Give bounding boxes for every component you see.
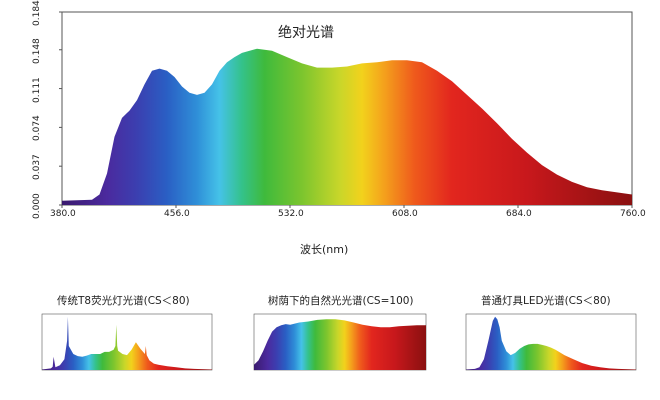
- sub-chart-title: 树荫下的自然光光谱(CS=100): [268, 295, 414, 307]
- spectrum-area: [254, 319, 426, 370]
- y-tick-label: 0.148: [32, 37, 42, 64]
- y-tick-label: 0.037: [32, 154, 42, 181]
- spectrum-area: [42, 316, 212, 370]
- x-tick-label: 456.0: [164, 209, 190, 219]
- spectrum-area: [466, 316, 636, 370]
- x-tick-label: 532.0: [278, 209, 304, 219]
- x-tick-label: 760.0: [620, 209, 646, 219]
- x-tick-label: 380.0: [50, 209, 76, 219]
- y-tick-label: 0.074: [32, 115, 42, 142]
- y-tick-label: 0.184: [32, 0, 42, 26]
- x-tick-label: 608.0: [392, 209, 418, 219]
- x-tick-label: 684.0: [506, 209, 532, 219]
- sub-chart-title: 传统T8荧光灯光谱(CS＜80): [57, 295, 190, 307]
- spectrum-area: [62, 48, 632, 206]
- chart-title: 绝对光谱: [278, 25, 334, 41]
- sub-chart-title: 普通灯具LED光谱(CS＜80): [481, 295, 611, 307]
- y-tick-label: 0.000: [32, 193, 42, 219]
- y-tick-label: 0.111: [32, 76, 42, 103]
- x-axis-label: 波长(nm): [300, 243, 349, 256]
